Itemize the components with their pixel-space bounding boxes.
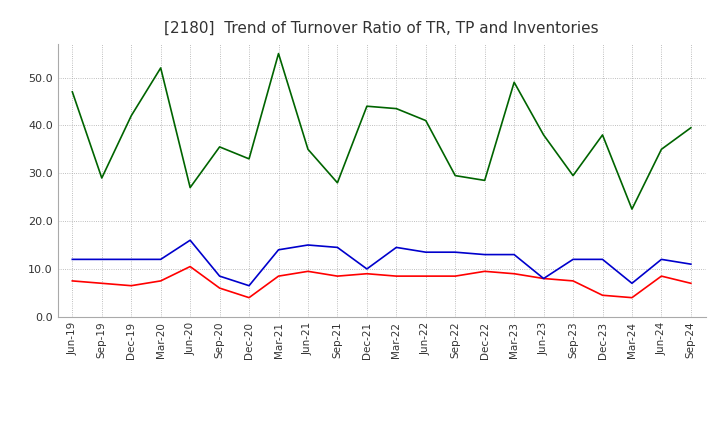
Inventories (451, 173, 459, 178)
Line: Inventories: Inventories (72, 54, 691, 209)
Trade Payables (186, 238, 194, 243)
Inventories (156, 65, 165, 70)
Trade Receivables (569, 278, 577, 283)
Trade Receivables (539, 276, 548, 281)
Trade Receivables (598, 293, 607, 298)
Trade Payables (215, 274, 224, 279)
Inventories (687, 125, 696, 130)
Trade Payables (245, 283, 253, 288)
Trade Receivables (657, 274, 666, 279)
Inventories (274, 51, 283, 56)
Trade Receivables (628, 295, 636, 300)
Line: Trade Payables: Trade Payables (72, 240, 691, 286)
Inventories (68, 89, 76, 95)
Title: [2180]  Trend of Turnover Ratio of TR, TP and Inventories: [2180] Trend of Turnover Ratio of TR, TP… (164, 21, 599, 36)
Trade Payables (598, 257, 607, 262)
Trade Payables (274, 247, 283, 253)
Trade Receivables (687, 281, 696, 286)
Inventories (392, 106, 400, 111)
Trade Receivables (97, 281, 106, 286)
Trade Receivables (68, 278, 76, 283)
Trade Receivables (333, 274, 342, 279)
Trade Payables (687, 261, 696, 267)
Inventories (657, 147, 666, 152)
Inventories (569, 173, 577, 178)
Trade Receivables (510, 271, 518, 276)
Trade Receivables (186, 264, 194, 269)
Trade Receivables (127, 283, 135, 288)
Trade Payables (127, 257, 135, 262)
Trade Payables (539, 276, 548, 281)
Inventories (186, 185, 194, 190)
Trade Payables (510, 252, 518, 257)
Trade Payables (156, 257, 165, 262)
Trade Payables (421, 249, 430, 255)
Trade Payables (480, 252, 489, 257)
Trade Receivables (363, 271, 372, 276)
Inventories (127, 113, 135, 118)
Trade Receivables (421, 274, 430, 279)
Trade Payables (392, 245, 400, 250)
Trade Receivables (274, 274, 283, 279)
Inventories (245, 156, 253, 161)
Inventories (333, 180, 342, 185)
Trade Receivables (304, 269, 312, 274)
Inventories (480, 178, 489, 183)
Trade Receivables (245, 295, 253, 300)
Trade Payables (657, 257, 666, 262)
Trade Receivables (156, 278, 165, 283)
Trade Payables (68, 257, 76, 262)
Trade Payables (333, 245, 342, 250)
Legend: Trade Receivables, Trade Payables, Inventories: Trade Receivables, Trade Payables, Inven… (157, 438, 606, 440)
Inventories (304, 147, 312, 152)
Inventories (363, 103, 372, 109)
Inventories (539, 132, 548, 138)
Inventories (598, 132, 607, 138)
Inventories (510, 80, 518, 85)
Trade Receivables (480, 269, 489, 274)
Trade Payables (97, 257, 106, 262)
Trade Payables (451, 249, 459, 255)
Line: Trade Receivables: Trade Receivables (72, 267, 691, 297)
Trade Receivables (215, 286, 224, 291)
Inventories (97, 176, 106, 181)
Trade Payables (304, 242, 312, 248)
Inventories (421, 118, 430, 123)
Trade Receivables (451, 274, 459, 279)
Inventories (215, 144, 224, 150)
Trade Payables (569, 257, 577, 262)
Trade Payables (628, 281, 636, 286)
Trade Receivables (392, 274, 400, 279)
Inventories (628, 206, 636, 212)
Trade Payables (363, 266, 372, 271)
